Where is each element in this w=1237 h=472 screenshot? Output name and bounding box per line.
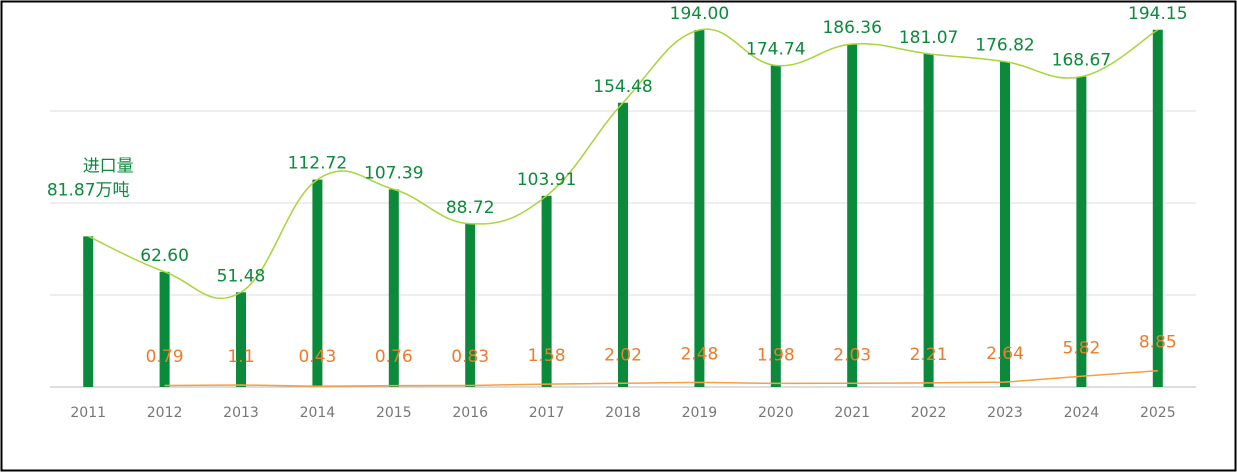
bar bbox=[312, 179, 323, 387]
value-label: 2.48 bbox=[680, 344, 718, 364]
series-label: 进口量 bbox=[83, 156, 134, 176]
value-label: 62.60 bbox=[140, 246, 189, 266]
value-label: 194.15 bbox=[1128, 4, 1187, 24]
bar bbox=[770, 65, 781, 388]
value-label: 181.07 bbox=[899, 28, 958, 48]
bar bbox=[1076, 76, 1087, 387]
value-label: 186.36 bbox=[822, 18, 881, 38]
x-tick-label: 2011 bbox=[70, 405, 106, 421]
bar bbox=[618, 102, 628, 387]
bar bbox=[159, 271, 170, 387]
value-label: 1.98 bbox=[757, 345, 795, 365]
x-tick-label: 2018 bbox=[605, 405, 641, 421]
value-label: 0.43 bbox=[298, 347, 336, 367]
value-label: 2.64 bbox=[986, 344, 1024, 364]
value-label: 0.83 bbox=[451, 347, 489, 367]
value-label: 1.58 bbox=[528, 346, 566, 366]
value-label: 81.87万吨 bbox=[47, 180, 130, 200]
x-tick-label: 2019 bbox=[682, 405, 718, 421]
bar bbox=[847, 44, 858, 388]
value-label: 8.85 bbox=[1139, 333, 1177, 353]
value-label: 0.76 bbox=[375, 347, 413, 367]
x-tick-label: 2023 bbox=[987, 405, 1023, 421]
x-tick-label: 2021 bbox=[834, 405, 870, 421]
x-tick-label: 2015 bbox=[376, 405, 412, 421]
value-label: 2.02 bbox=[604, 345, 642, 365]
bar bbox=[388, 189, 399, 387]
x-tick-label: 2016 bbox=[452, 405, 488, 421]
bar bbox=[465, 223, 476, 387]
value-label: 2.03 bbox=[833, 345, 871, 365]
value-label: 88.72 bbox=[446, 198, 495, 218]
value-label: 0.79 bbox=[146, 347, 184, 367]
value-label: 112.72 bbox=[288, 154, 347, 174]
bar bbox=[541, 195, 552, 387]
value-label: 2.21 bbox=[910, 345, 948, 365]
value-label: 1.1 bbox=[227, 347, 254, 367]
value-label: 107.39 bbox=[364, 163, 423, 183]
value-label: 174.74 bbox=[746, 39, 805, 59]
value-label: 176.82 bbox=[975, 36, 1034, 56]
bar bbox=[236, 292, 246, 387]
bar bbox=[1000, 61, 1010, 388]
value-label: 194.00 bbox=[670, 4, 729, 24]
x-tick-label: 2020 bbox=[758, 405, 794, 421]
bar bbox=[1152, 29, 1163, 387]
value-label: 5.82 bbox=[1062, 338, 1100, 358]
x-tick-label: 2024 bbox=[1064, 405, 1100, 421]
line bbox=[87, 28, 1159, 300]
line bbox=[164, 369, 1158, 387]
value-label: 154.48 bbox=[593, 77, 652, 97]
bar bbox=[923, 53, 934, 387]
value-label: 103.91 bbox=[517, 170, 576, 190]
bar bbox=[694, 30, 705, 387]
bar bbox=[83, 236, 94, 387]
x-tick-label: 2012 bbox=[147, 405, 183, 421]
x-tick-label: 2013 bbox=[223, 405, 259, 421]
x-tick-label: 2014 bbox=[300, 405, 336, 421]
value-label: 168.67 bbox=[1052, 51, 1111, 71]
value-label: 51.48 bbox=[217, 266, 266, 286]
x-tick-label: 2022 bbox=[911, 405, 947, 421]
x-tick-label: 2017 bbox=[529, 405, 565, 421]
x-tick-label: 2025 bbox=[1140, 405, 1176, 421]
